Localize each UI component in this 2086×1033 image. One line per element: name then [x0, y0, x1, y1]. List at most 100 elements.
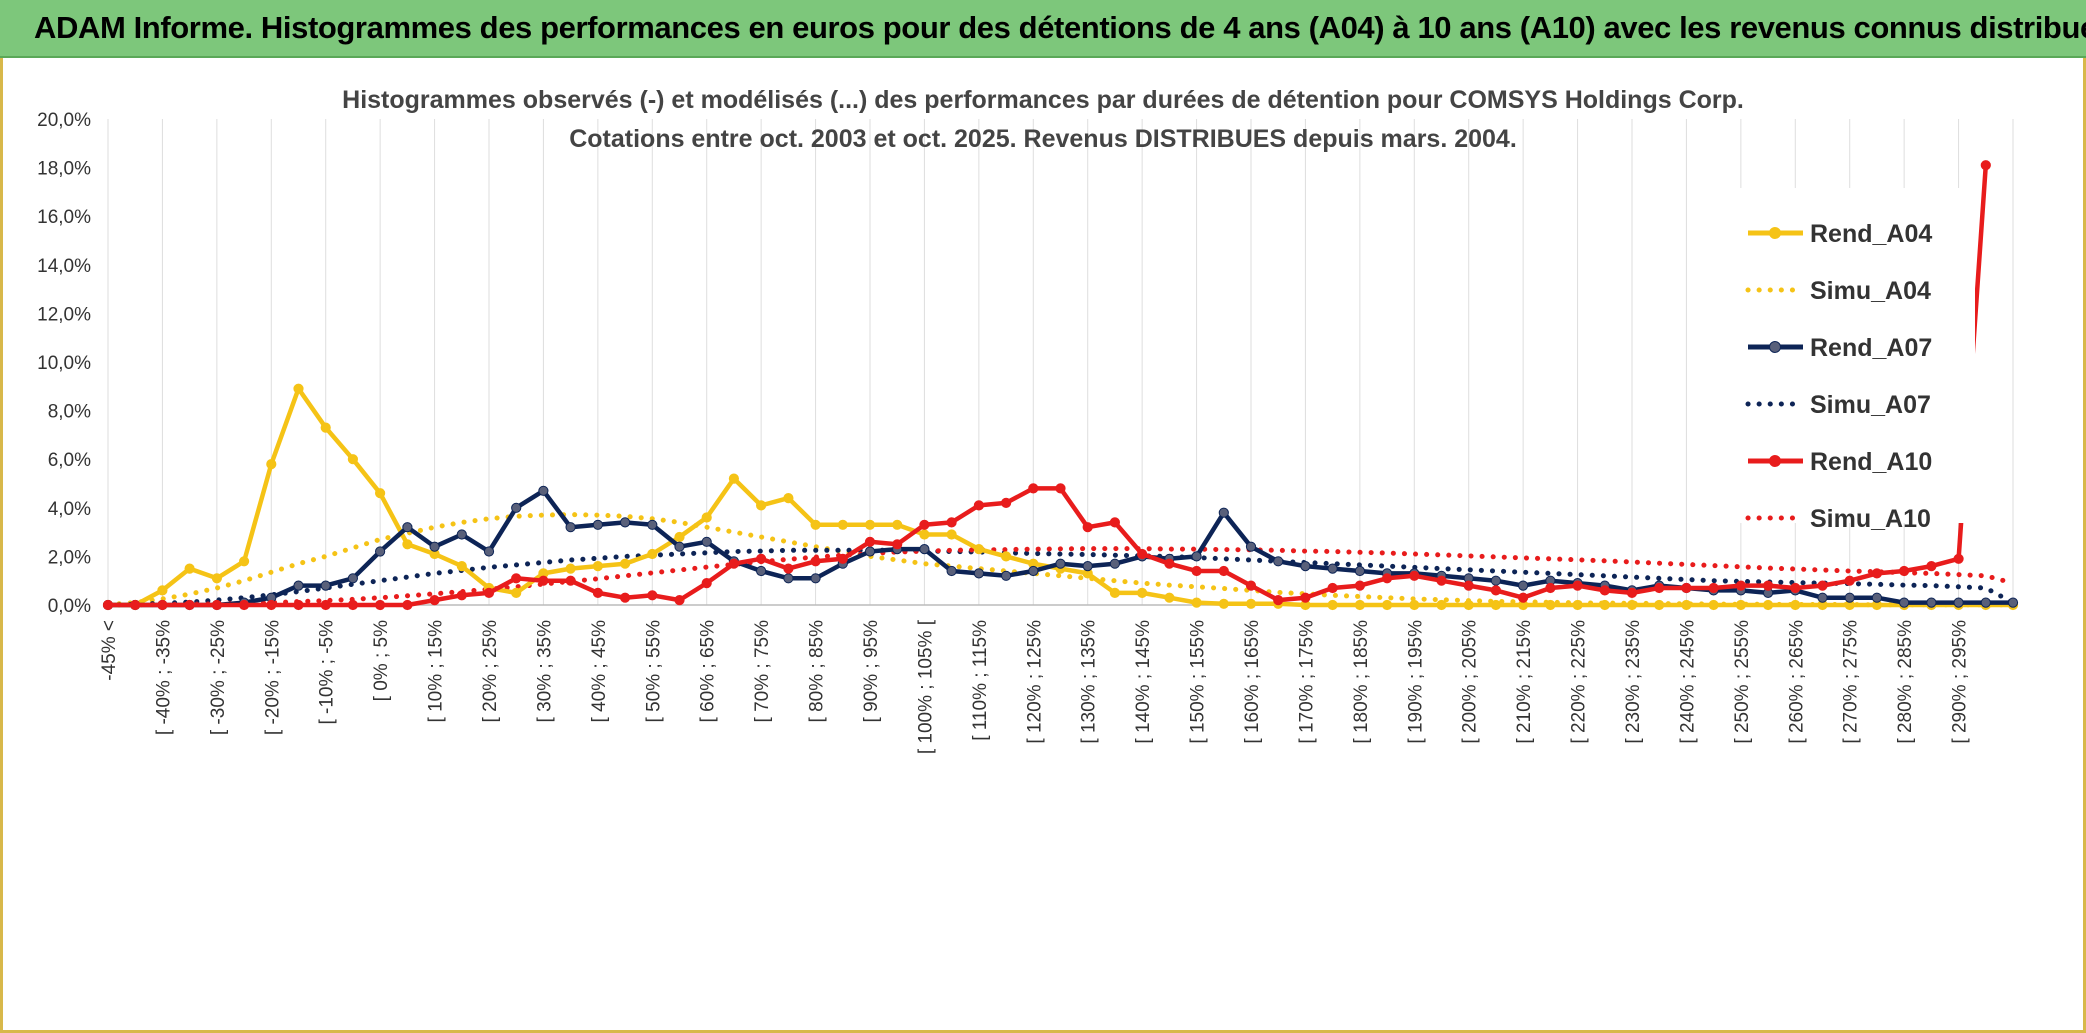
data-point [320, 599, 331, 611]
data-point [756, 553, 767, 564]
legend-item-simu-a07: Simu_A07 [1745, 391, 1931, 419]
data-point [1926, 561, 1937, 572]
chart-series [102, 160, 2019, 611]
data-point [701, 578, 712, 589]
data-point [1654, 599, 1665, 611]
report-header: ADAM Informe. Histogrammes des performan… [0, 0, 2086, 58]
data-point [375, 546, 386, 557]
data-point [1599, 585, 1610, 596]
data-point [1926, 597, 1937, 608]
data-point [102, 599, 114, 611]
data-point [1245, 541, 1257, 552]
data-point [157, 585, 168, 596]
data-point [1790, 599, 1801, 611]
data-point [810, 519, 821, 530]
x-tick-label: [ 20% ; 25% [480, 620, 501, 723]
y-tick-label: 0,0% [48, 596, 91, 617]
data-point [1626, 599, 1638, 611]
data-point [1817, 592, 1828, 603]
data-point [783, 493, 794, 504]
data-point [1572, 580, 1583, 591]
data-point [1164, 558, 1175, 569]
data-point [1382, 573, 1393, 584]
data-point [728, 473, 740, 484]
data-point [973, 568, 985, 579]
data-point [810, 573, 821, 584]
data-point [1164, 592, 1175, 603]
data-point [184, 599, 195, 611]
legend-label: Simu_A04 [1810, 277, 1931, 305]
series-line [105, 547, 2016, 608]
x-tick-label: [ 240% ; 245% [1677, 620, 1698, 744]
data-point [1953, 553, 1964, 564]
data-point [1001, 497, 1012, 508]
data-point [701, 536, 712, 547]
data-point [1028, 483, 1039, 494]
data-point [1490, 585, 1502, 596]
data-point [592, 561, 604, 572]
data-point [620, 558, 631, 569]
data-point [756, 500, 767, 511]
data-point [1980, 597, 1991, 608]
series-simu-a10 [105, 546, 2016, 608]
data-point [674, 595, 685, 606]
data-point [1735, 580, 1747, 591]
data-point [620, 592, 631, 603]
x-tick-label: [ 90% ; 95% [861, 620, 882, 723]
y-tick-label: 10,0% [37, 353, 91, 374]
data-point [157, 599, 168, 611]
data-point [1409, 599, 1420, 611]
data-point [565, 563, 576, 574]
data-point [1899, 597, 1910, 608]
data-point [1382, 599, 1393, 611]
data-point [592, 519, 604, 530]
chart-axes: 0,0% 2,0% 4,0% 6,0% 8,0% 10,0% 12,0% 14,0% 16,0%… [37, 110, 2013, 754]
x-tick-label: [ 280% ; 285% [1895, 620, 1916, 744]
data-point [293, 383, 304, 394]
data-point [511, 573, 522, 584]
y-tick-label: 18,0% [37, 159, 91, 180]
x-tick-label: [ 80% ; 85% [807, 620, 828, 723]
data-point [1109, 558, 1121, 569]
x-tick-label: [ 60% ; 65% [698, 620, 719, 723]
data-point [347, 573, 358, 584]
data-point [1001, 570, 1012, 581]
data-point [1518, 580, 1529, 591]
legend-label: Simu_A10 [1810, 505, 1931, 533]
data-point [1681, 582, 1692, 594]
data-point [1055, 558, 1066, 569]
y-tick-label: 8,0% [48, 402, 91, 423]
data-point [647, 519, 658, 530]
y-tick-label: 12,0% [37, 304, 91, 325]
y-tick-label: 6,0% [48, 450, 91, 471]
data-point [946, 529, 957, 540]
data-point [1545, 599, 1556, 611]
x-tick-label: [ 110% ; 115% [970, 620, 991, 741]
data-point [184, 563, 195, 574]
data-point [864, 519, 876, 530]
data-point [837, 519, 848, 530]
data-point [1790, 582, 1801, 594]
data-point [1817, 580, 1828, 591]
data-point [892, 539, 903, 550]
data-point [647, 548, 658, 560]
x-tick-label: [ 290% ; 295% [1950, 620, 1971, 744]
data-point [919, 519, 930, 530]
x-tick-label: [ 190% ; 195% [1405, 620, 1426, 744]
data-point [892, 519, 903, 530]
data-point [674, 541, 685, 552]
data-point [1109, 517, 1121, 528]
data-point [456, 561, 467, 572]
legend-marker [1769, 341, 1781, 353]
data-point [320, 580, 331, 591]
data-point [1436, 575, 1447, 586]
data-point [1599, 599, 1610, 611]
data-point [266, 459, 277, 470]
data-point [1245, 580, 1257, 591]
data-point [1681, 599, 1692, 611]
data-point [1191, 565, 1202, 577]
series-rend-a10 [102, 160, 1991, 611]
data-point [919, 529, 930, 540]
x-tick-label: [ 10% ; 15% [426, 620, 447, 723]
series-simu-a07 [105, 547, 2016, 608]
